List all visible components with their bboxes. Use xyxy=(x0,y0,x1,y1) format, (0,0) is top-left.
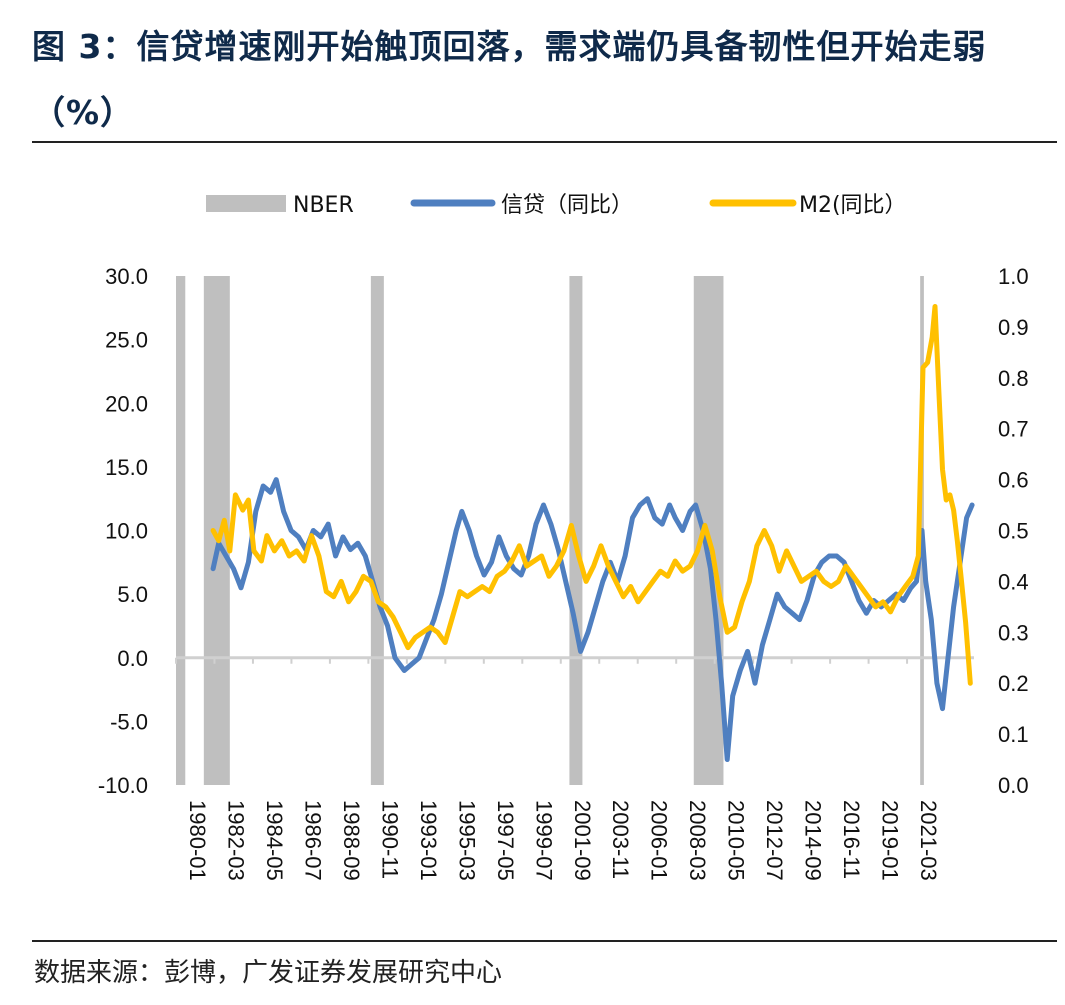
legend-label-m2: M2(同比） xyxy=(799,193,907,218)
x-tick-label: 2014-09 xyxy=(801,800,826,881)
x-tick-label: 1986-07 xyxy=(300,800,325,881)
nber-band xyxy=(176,276,186,785)
credit-yoy-line xyxy=(210,477,975,762)
y-right-tick-label: 0.2 xyxy=(998,671,1029,696)
nber-recession-bands xyxy=(176,276,924,785)
y-right-tick-label: 0.1 xyxy=(998,722,1029,747)
x-tick-label: 1993-01 xyxy=(416,800,441,881)
y-left-tick-label: 25.0 xyxy=(105,328,148,353)
x-tick-label: 1990-11 xyxy=(377,800,402,879)
source-note: 数据来源：彭博，广发证券发展研究中心 xyxy=(34,958,503,988)
x-tick-label: 2001-09 xyxy=(570,800,595,881)
legend-label-credit: 信贷（同比） xyxy=(501,193,633,218)
nber-band xyxy=(370,276,384,785)
left-axis-ticks: -10.0 -5.0 0.0 5.0 10.0 15.0 20.0 25.0 30.0 xyxy=(98,264,148,798)
y-left-tick-label: 20.0 xyxy=(105,391,148,416)
x-tick-label: 1980-01 xyxy=(185,800,210,881)
right-axis-ticks: 0.0 0.1 0.2 0.3 0.4 0.5 0.6 0.7 0.8 0.9 1.0 xyxy=(998,264,1029,798)
x-axis-labels: 1980-01 1982-03 1984-05 1986-07 1988-09 1990-… xyxy=(185,800,941,881)
y-right-tick-label: 0.5 xyxy=(998,519,1029,544)
y-right-tick-label: 1.0 xyxy=(998,264,1029,289)
y-left-tick-label: 30.0 xyxy=(105,264,148,289)
y-right-tick-label: 0.8 xyxy=(998,366,1029,391)
y-left-tick-label: 10.0 xyxy=(105,519,148,544)
y-left-tick-label: -5.0 xyxy=(110,709,148,734)
x-tick-label: 2021-03 xyxy=(916,800,941,881)
x-tick-label: 1984-05 xyxy=(262,800,287,881)
x-tick-label: 1999-07 xyxy=(531,800,556,881)
y-right-tick-label: 0.3 xyxy=(998,620,1029,645)
footer-divider xyxy=(32,940,1057,942)
chart: -10.0-5.00.05.010.015.020.025.030.0 0.00… xyxy=(98,193,1029,881)
x-tick-label: 1988-09 xyxy=(339,800,364,881)
x-tick-label: 1982-03 xyxy=(223,800,248,881)
y-right-tick-label: 0.0 xyxy=(998,773,1029,798)
x-tick-label: 1997-05 xyxy=(493,800,518,881)
y-right-tick-label: 0.7 xyxy=(998,417,1029,442)
x-tick-label: 1995-03 xyxy=(454,800,479,881)
y-left-tick-label: 5.0 xyxy=(117,582,148,607)
x-tick-marks xyxy=(175,657,909,664)
x-tick-label: 2019-01 xyxy=(878,800,903,881)
legend: NBER 信贷（同比） M2(同比） xyxy=(206,193,907,218)
x-tick-label: 2006-01 xyxy=(647,800,672,881)
y-left-tick-label: 15.0 xyxy=(105,455,148,480)
x-tick-label: 2003-11 xyxy=(608,800,633,879)
m2-yoy-line xyxy=(210,304,973,686)
y-right-tick-label: 0.6 xyxy=(998,468,1029,493)
x-tick-label: 2016-11 xyxy=(839,800,864,879)
legend-label-nber: NBER xyxy=(293,193,354,218)
y-left-tick-label: 0.0 xyxy=(117,646,148,671)
x-tick-label: 2008-03 xyxy=(685,800,710,881)
legend-swatch-nber xyxy=(206,195,286,212)
x-tick-label: 2012-07 xyxy=(762,800,787,881)
series-lines xyxy=(210,304,975,762)
page-title: 图 3：信贷增速刚开始触顶回落，需求端仍具备韧性但开始走弱（%） xyxy=(32,27,987,132)
y-right-tick-label: 0.9 xyxy=(998,315,1029,340)
x-tick-label: 2010-05 xyxy=(724,800,749,881)
title-divider xyxy=(32,141,1057,143)
y-left-tick-label: -10.0 xyxy=(98,773,148,798)
y-right-tick-label: 0.4 xyxy=(998,569,1029,594)
